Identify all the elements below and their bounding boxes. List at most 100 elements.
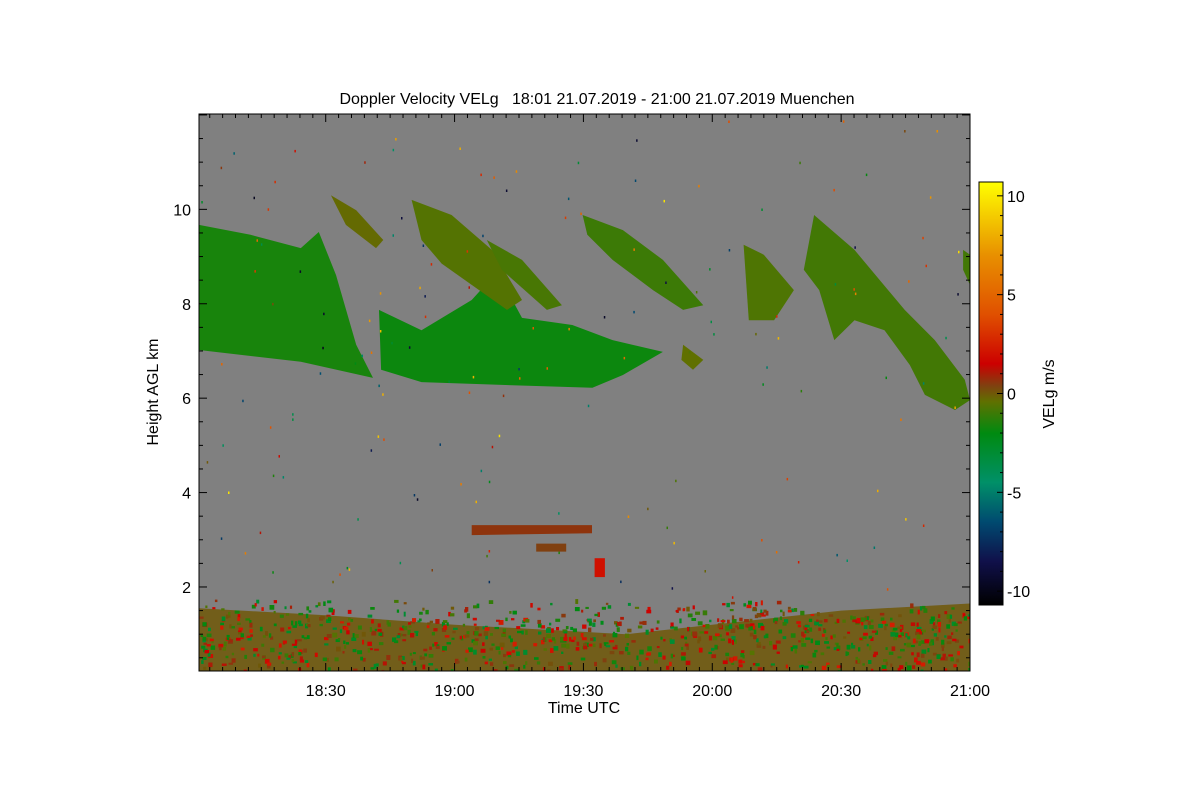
boundary-layer-pixel bbox=[419, 618, 422, 622]
boundary-layer-pixel bbox=[327, 600, 332, 604]
noise-pixel bbox=[292, 418, 294, 421]
boundary-layer-pixel bbox=[568, 664, 571, 670]
boundary-layer-pixel bbox=[482, 656, 486, 659]
boundary-layer-pixel bbox=[753, 635, 757, 640]
boundary-layer-pixel bbox=[609, 640, 615, 643]
boundary-layer-pixel bbox=[611, 660, 617, 665]
boundary-layer-pixel bbox=[812, 652, 817, 658]
boundary-layer-pixel bbox=[619, 651, 624, 655]
boundary-layer-pixel bbox=[443, 625, 447, 630]
boundary-layer-pixel bbox=[708, 651, 712, 655]
boundary-layer-pixel bbox=[944, 635, 947, 638]
boundary-layer-pixel bbox=[753, 629, 757, 635]
boundary-layer-pixel bbox=[834, 621, 838, 625]
boundary-layer-pixel bbox=[836, 643, 839, 646]
boundary-layer-pixel bbox=[684, 643, 689, 647]
noise-pixel bbox=[558, 512, 560, 515]
boundary-layer-pixel bbox=[401, 656, 405, 661]
boundary-layer-pixel bbox=[466, 613, 470, 619]
noise-pixel bbox=[663, 199, 665, 203]
boundary-layer-pixel bbox=[869, 645, 872, 651]
boundary-layer-pixel bbox=[645, 629, 649, 635]
boundary-layer-pixel bbox=[588, 627, 592, 633]
noise-pixel bbox=[954, 406, 956, 409]
boundary-layer-pixel bbox=[682, 608, 685, 612]
boundary-layer-pixel bbox=[423, 648, 428, 652]
boundary-layer-pixel bbox=[884, 626, 887, 631]
noise-pixel bbox=[468, 286, 470, 289]
boundary-layer-pixel bbox=[824, 641, 829, 644]
boundary-layer-pixel bbox=[231, 658, 236, 663]
noise-pixel bbox=[728, 249, 731, 252]
boundary-layer-pixel bbox=[816, 619, 819, 622]
boundary-layer-pixel bbox=[630, 669, 634, 671]
boundary-layer-pixel bbox=[726, 602, 730, 608]
boundary-layer-pixel bbox=[484, 661, 488, 665]
boundary-layer-pixel bbox=[205, 605, 208, 609]
boundary-layer-pixel bbox=[792, 645, 798, 649]
noise-pixel bbox=[633, 310, 635, 314]
boundary-layer-pixel bbox=[639, 649, 644, 655]
boundary-layer-pixel bbox=[546, 634, 551, 638]
boundary-layer-pixel bbox=[921, 649, 927, 654]
noise-pixel bbox=[370, 449, 373, 452]
boundary-layer-pixel bbox=[488, 600, 494, 605]
boundary-layer-pixel bbox=[746, 604, 752, 609]
boundary-layer-pixel bbox=[435, 645, 440, 649]
noise-pixel bbox=[272, 302, 274, 306]
boundary-layer-pixel bbox=[299, 659, 305, 663]
boundary-layer-pixel bbox=[826, 662, 830, 667]
boundary-layer-pixel bbox=[846, 651, 850, 656]
boundary-layer-pixel bbox=[916, 626, 922, 630]
boundary-layer-pixel bbox=[286, 630, 292, 634]
noise-pixel bbox=[395, 138, 397, 141]
boundary-layer-pixel bbox=[288, 655, 291, 659]
boundary-layer-pixel bbox=[494, 626, 499, 630]
boundary-layer-pixel bbox=[757, 667, 763, 671]
boundary-layer-pixel bbox=[670, 653, 674, 659]
boundary-layer-pixel bbox=[559, 667, 563, 671]
boundary-layer-pixel bbox=[920, 640, 926, 644]
boundary-layer-pixel bbox=[856, 618, 861, 623]
boundary-layer-pixel bbox=[953, 623, 958, 627]
boundary-layer-pixel bbox=[760, 609, 763, 614]
boundary-layer-pixel bbox=[201, 660, 204, 664]
boundary-layer-pixel bbox=[597, 612, 600, 617]
boundary-layer-pixel bbox=[220, 625, 224, 630]
boundary-layer-pixel bbox=[729, 609, 734, 612]
boundary-layer-pixel bbox=[915, 631, 920, 636]
boundary-layer-pixel bbox=[717, 618, 720, 622]
boundary-layer-pixel bbox=[679, 618, 682, 624]
boundary-layer-pixel bbox=[602, 658, 607, 663]
boundary-layer-pixel bbox=[726, 632, 729, 636]
boundary-layer-pixel bbox=[501, 633, 507, 637]
boundary-layer-pixel bbox=[627, 602, 631, 606]
boundary-layer-pixel bbox=[419, 611, 423, 615]
noise-pixel bbox=[957, 293, 959, 296]
noise-pixel bbox=[488, 550, 491, 553]
boundary-layer-pixel bbox=[691, 618, 697, 621]
boundary-layer-pixel bbox=[412, 618, 417, 622]
boundary-layer-pixel bbox=[258, 663, 262, 668]
noise-pixel bbox=[294, 149, 296, 153]
noise-pixel bbox=[370, 351, 373, 354]
boundary-layer-pixel bbox=[422, 607, 425, 611]
noise-pixel bbox=[377, 435, 380, 438]
boundary-layer-pixel bbox=[794, 648, 798, 654]
boundary-layer-pixel bbox=[756, 644, 762, 648]
noise-pixel bbox=[391, 341, 393, 345]
noise-pixel bbox=[675, 479, 677, 483]
boundary-layer-pixel bbox=[739, 617, 743, 622]
boundary-layer-pixel bbox=[604, 642, 607, 646]
boundary-layer-pixel bbox=[236, 637, 241, 641]
boundary-layer-pixel bbox=[291, 643, 297, 646]
boundary-layer-pixel bbox=[429, 646, 432, 650]
noise-pixel bbox=[854, 292, 857, 296]
noise-pixel bbox=[488, 480, 491, 484]
boundary-layer-pixel bbox=[883, 659, 888, 662]
boundary-layer-pixel bbox=[738, 664, 743, 668]
boundary-layer-pixel bbox=[686, 646, 689, 650]
boundary-layer-pixel bbox=[219, 646, 222, 651]
noise-pixel bbox=[346, 566, 349, 570]
boundary-layer-pixel bbox=[521, 630, 524, 635]
